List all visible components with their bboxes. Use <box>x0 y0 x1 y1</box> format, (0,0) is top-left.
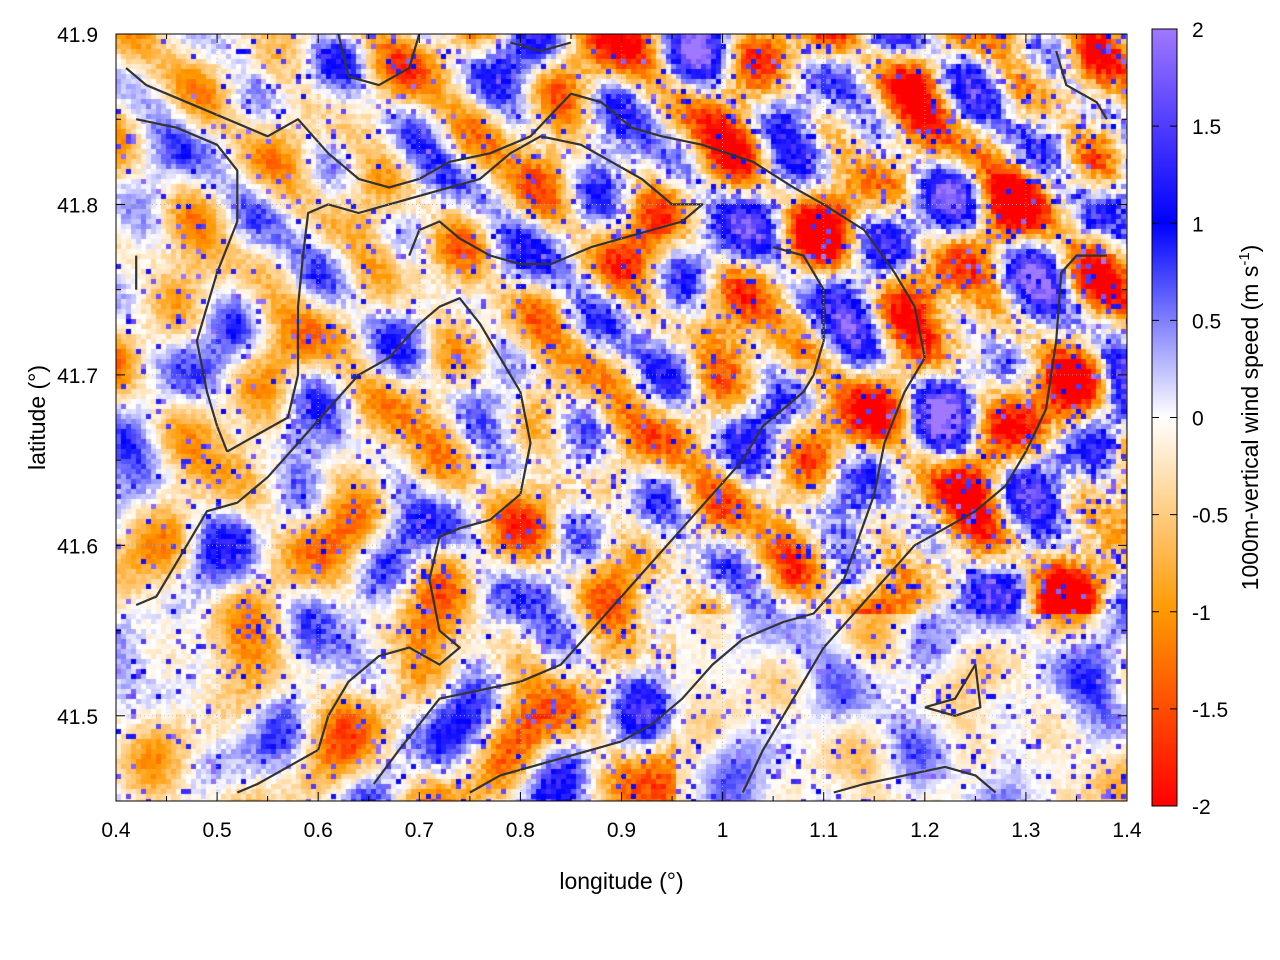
x-tick-label: 1.2 <box>910 819 939 842</box>
colorbar-ticks: 2 1.5 1 0.5 0 -0.5 -1 -1.5 -2 <box>1152 19 1228 819</box>
y-tick-label: 41.9 <box>57 24 98 47</box>
x-tick-label: 0.6 <box>304 819 333 842</box>
colorbar-tick-label: -1 <box>1192 602 1211 625</box>
x-tick-label: 1.1 <box>809 819 838 842</box>
contour-line-6 <box>924 663 982 717</box>
x-tick-label: 0.7 <box>405 819 434 842</box>
x-tick-label: 0.5 <box>202 819 231 842</box>
y-axis-ticks: 41.5 41.6 41.7 41.8 41.9 <box>57 24 1127 802</box>
colorbar-tick-label: 1.5 <box>1192 116 1221 139</box>
contour-line-9 <box>510 41 572 53</box>
x-axis-label: longitude (°) <box>559 868 683 894</box>
contour-line-8 <box>337 33 421 87</box>
colorbar-tick-label: 0 <box>1192 408 1204 431</box>
y-tick-label: 41.7 <box>57 365 98 388</box>
colorbar-label-end: ) <box>1237 245 1263 253</box>
colorbar-tick-label: 0.5 <box>1192 310 1221 333</box>
x-tick-label: 1 <box>717 819 729 842</box>
x-tick-label: 0.8 <box>506 819 535 842</box>
contour-line-10 <box>1055 50 1108 120</box>
colorbar-label-superscript: -1 <box>1236 252 1253 265</box>
colorbar-tick-label: 1 <box>1192 213 1204 236</box>
x-tick-label: 0.4 <box>101 819 131 842</box>
y-tick-label: 41.6 <box>57 535 98 558</box>
contour-lines <box>125 33 1108 794</box>
x-axis-ticks: 0.4 0.5 0.6 0.7 0.8 0.9 1 1.1 1.2 1.3 1.4 <box>101 34 1142 842</box>
plot-area <box>116 34 1127 801</box>
contour-line-4 <box>372 246 825 785</box>
contour-line-0 <box>125 67 926 794</box>
y-tick-label: 41.8 <box>57 194 98 217</box>
colorbar-label: 1000m-vertical wind speed (m s-1) <box>1236 245 1263 591</box>
contour-line-2 <box>226 135 704 453</box>
x-tick-label: 0.9 <box>607 819 636 842</box>
colorbar-tick-label: -1.5 <box>1192 699 1228 722</box>
contour-line-5 <box>741 254 1107 793</box>
x-tick-label: 1.4 <box>1112 819 1142 842</box>
heatmap-image <box>116 34 1127 801</box>
y-axis-label: latitude (°) <box>24 365 50 470</box>
y-tick-label: 41.5 <box>57 706 98 729</box>
colorbar-tick-label: -0.5 <box>1192 505 1228 528</box>
x-tick-label: 1.3 <box>1011 819 1040 842</box>
colorbar-label-text: 1000m-vertical wind speed (m s <box>1237 266 1263 591</box>
contour-line-1 <box>135 118 239 453</box>
colorbar-tick-label: -2 <box>1192 796 1211 819</box>
contour-line-3 <box>135 297 532 794</box>
colorbar-tick-label: 2 <box>1192 19 1204 42</box>
contour-line-7 <box>833 765 997 794</box>
